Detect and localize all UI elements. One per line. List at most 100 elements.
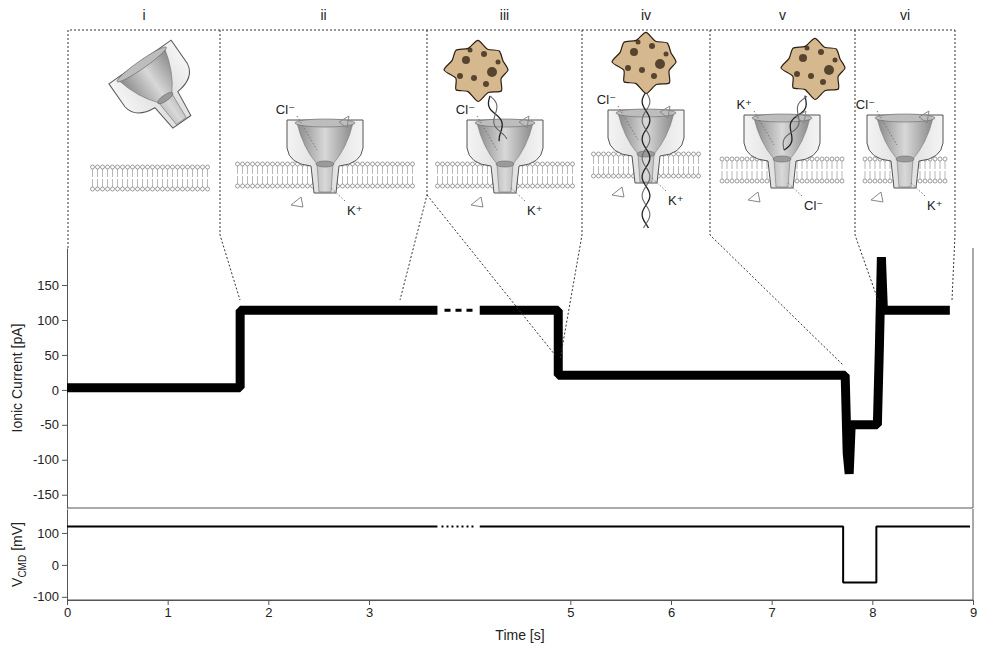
lipid-tail: [192, 169, 193, 177]
connector: [68, 30, 955, 248]
lipid-head: [186, 187, 190, 191]
lipid-tail: [207, 169, 208, 177]
tick: 50: [45, 348, 67, 363]
lipid-head: [136, 165, 140, 169]
lipid-head: [597, 174, 601, 178]
series-line: [67, 527, 970, 583]
lipid-head: [286, 162, 290, 166]
lipid-tail: [737, 171, 738, 179]
lipid-head: [171, 187, 175, 191]
lipid-tail: [618, 166, 619, 174]
lipid-head: [116, 187, 120, 191]
lipid-head: [261, 162, 265, 166]
tick-mark: [62, 355, 67, 356]
lipid-tail: [122, 179, 123, 187]
lipid-head: [592, 152, 596, 156]
lipid-head: [461, 184, 465, 188]
lipid-tail: [442, 166, 443, 174]
lipid-head: [146, 187, 150, 191]
lipid-head: [755, 179, 759, 183]
lipid-tail: [623, 166, 624, 174]
lipid-tail: [342, 166, 343, 174]
lipid-tail: [885, 171, 886, 179]
lipid-tail: [552, 176, 553, 184]
lipid-tail: [462, 176, 463, 184]
lipid-tail: [102, 179, 103, 187]
ion-arrow: [748, 192, 760, 202]
lipid-tail: [297, 166, 298, 174]
lipid-head: [571, 162, 575, 166]
tick: 0: [52, 558, 67, 573]
lipid-head: [261, 184, 265, 188]
lipid-tail: [832, 161, 833, 169]
ion-label: K⁺: [347, 203, 363, 218]
lipid-tail: [547, 176, 548, 184]
lipid-tail: [292, 176, 293, 184]
lipid-head: [381, 184, 385, 188]
lipid-tail: [377, 176, 378, 184]
lipid-tail: [117, 179, 118, 187]
lipid-tail: [267, 176, 268, 184]
panel-label: iii: [500, 7, 509, 23]
lipid-head: [276, 162, 280, 166]
lipid-tail: [157, 169, 158, 177]
lipid-tail: [122, 169, 123, 177]
lipid-tail: [117, 169, 118, 177]
lipid-tail: [197, 169, 198, 177]
lipid-tail: [752, 161, 753, 169]
pore-rim: [475, 119, 535, 127]
lipid-tail: [237, 176, 238, 184]
lipid-tail: [683, 156, 684, 164]
lipid-tail: [177, 179, 178, 187]
lipid-head: [835, 157, 839, 161]
lipid-head: [800, 179, 804, 183]
tick-mark: [62, 425, 67, 426]
lipid-head: [466, 184, 470, 188]
lipid-tail: [392, 166, 393, 174]
connector: [952, 30, 955, 300]
lipid-tail: [567, 176, 568, 184]
lipid-head: [938, 179, 942, 183]
lipid-head: [121, 187, 125, 191]
lipid-tail: [452, 166, 453, 174]
lipid-head: [266, 162, 270, 166]
lipid-head: [391, 162, 395, 166]
lipid-head: [662, 174, 666, 178]
lipid-tail: [880, 161, 881, 169]
lipid-tail: [437, 176, 438, 184]
protein-texture: [496, 60, 501, 65]
lipid-head: [863, 179, 867, 183]
lipid-head: [536, 162, 540, 166]
tick-label: 5: [567, 605, 574, 620]
lipid-head: [546, 162, 550, 166]
lipid-head: [156, 165, 160, 169]
lipid-tail: [767, 171, 768, 179]
lipid-head: [546, 184, 550, 188]
lipid-tail: [547, 166, 548, 174]
pore-body: [744, 115, 820, 188]
lipid-tail: [382, 166, 383, 174]
lipid-tail: [307, 176, 308, 184]
lipid-tail: [182, 169, 183, 177]
lipid-tail: [252, 166, 253, 174]
lipid-tail: [387, 166, 388, 174]
lipid-head: [840, 157, 844, 161]
lipid-tail: [870, 161, 871, 169]
y-axis-title-part: [mV]: [9, 522, 25, 551]
lipid-tail: [142, 169, 143, 177]
protein: [781, 38, 845, 99]
lipid-tail: [397, 176, 398, 184]
lipid-tail: [487, 176, 488, 184]
lipid-tail: [747, 161, 748, 169]
lipid-head: [740, 179, 744, 183]
lipid-tail: [935, 161, 936, 169]
lipid-head: [171, 165, 175, 169]
lipid-head: [720, 179, 724, 183]
lipid-tail: [817, 161, 818, 169]
lipid-tail: [357, 176, 358, 184]
connector: [560, 30, 582, 360]
protein-texture: [655, 59, 665, 69]
lipid-tail: [252, 176, 253, 184]
lipid-head: [556, 162, 560, 166]
lipid-tail: [532, 166, 533, 174]
